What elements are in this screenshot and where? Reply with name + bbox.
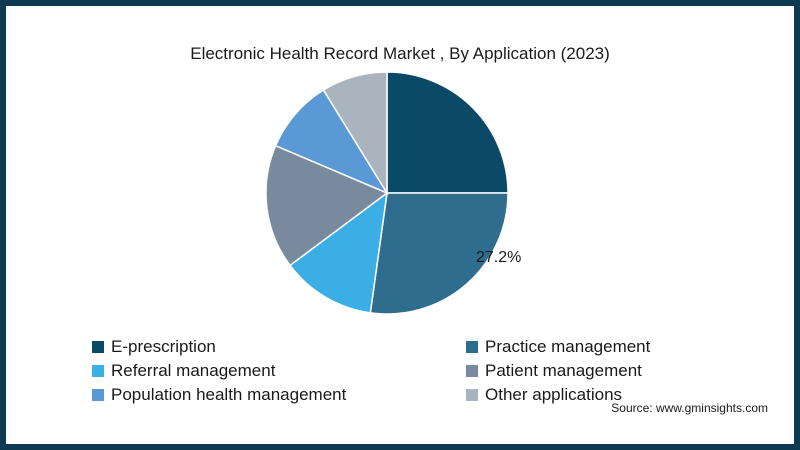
pie-slice-population-health-management — [274, 88, 389, 195]
data-label-practice-management: 27.2% — [476, 249, 521, 266]
legend-label: Practice management — [485, 337, 651, 356]
legend-swatch — [466, 341, 478, 353]
pie-chart: 27.2% — [265, 71, 521, 315]
legend: E-prescription Practice management Referra… — [92, 336, 692, 406]
chart-title: Electronic Health Record Market , By App… — [190, 44, 610, 63]
pie-slice-e-prescription — [386, 71, 509, 194]
legend-swatch — [92, 341, 104, 353]
legend-label: Other applications — [485, 385, 623, 404]
legend-item-e-prescription: E-prescription — [92, 336, 466, 358]
legend-item-patient-management: Patient management — [466, 360, 692, 382]
legend-swatch — [92, 365, 104, 377]
legend-item-practice-management: Practice management — [466, 336, 692, 358]
chart-frame: Electronic Health Record Market , By App… — [6, 6, 794, 444]
pie-slice-practice-management — [369, 192, 509, 315]
pie-slice-other-applications — [322, 71, 388, 196]
legend-swatch — [466, 365, 478, 377]
legend-label: Population health management — [111, 385, 347, 404]
legend-swatch — [466, 389, 478, 401]
pie-slice-patient-management — [265, 144, 389, 267]
legend-item-other-applications: Other applications — [466, 384, 692, 406]
legend-item-population-health-management: Population health management — [92, 384, 466, 406]
legend-swatch — [92, 389, 104, 401]
legend-item-referral-management: Referral management — [92, 360, 466, 382]
source-note: Source: www.gminsights.com — [611, 401, 768, 415]
legend-label: E-prescription — [111, 337, 216, 356]
legend-label: Referral management — [111, 361, 276, 380]
pie-slice-referral-management — [288, 191, 388, 314]
legend-label: Patient management — [485, 361, 642, 380]
